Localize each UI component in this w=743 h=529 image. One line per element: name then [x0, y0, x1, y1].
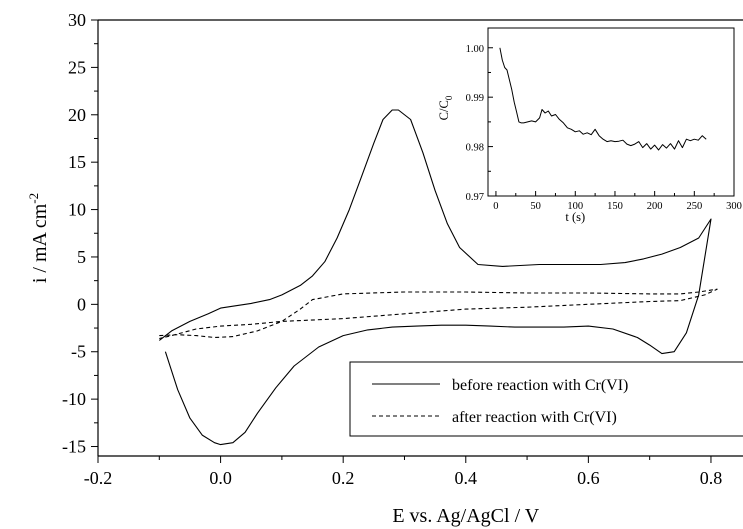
y-tick-label: 0 — [77, 294, 86, 314]
inset-x-tick-label: 50 — [530, 201, 541, 212]
y-tick-label: 5 — [77, 247, 86, 267]
x-tick-label: 0.2 — [332, 468, 355, 488]
y-tick-label: 30 — [68, 10, 86, 30]
legend-box — [349, 361, 743, 437]
inset-series-line — [499, 47, 707, 151]
x-tick-label: -0.2 — [84, 468, 113, 488]
inset-x-tick-label: 250 — [686, 201, 702, 212]
inset-frame — [487, 27, 735, 197]
y-tick-label: 20 — [68, 105, 86, 125]
x-axis-title: E vs. Ag/AgCl / V — [392, 505, 539, 527]
inset-x-tick-label: 0 — [493, 201, 498, 212]
inset-y-tick-label: 1.00 — [466, 44, 484, 55]
main-plot: -15 -10 -5 0 5 10 15 20 25 30 -0.2 0.0 0.2 0.4 0.6 0.8 E… — [26, 10, 743, 527]
inset-x-tick-label: 100 — [567, 201, 583, 212]
inset-y-tick-label: 0.99 — [466, 93, 484, 104]
y-tick-label: 15 — [68, 152, 86, 172]
series-line-before — [158, 109, 712, 446]
x-tick-label: 0.4 — [455, 468, 478, 488]
inset-plot: 0.97 0.98 0.99 1.00 0 50 100 150 200 250 300 t (s) C… — [437, 27, 742, 224]
y-tick-label: 10 — [68, 200, 86, 220]
y-tick-label: -15 — [62, 437, 86, 457]
inset-x-axis-title: t (s) — [565, 210, 585, 224]
inset-y-tick-label: 0.98 — [466, 143, 484, 154]
x-tick-label: 0.0 — [209, 468, 232, 488]
inset-x-tick-label: 150 — [607, 201, 623, 212]
inset-y-axis-title: C/C0 — [437, 95, 454, 120]
y-tick-label: 25 — [68, 57, 86, 77]
y-tick-label: -10 — [62, 389, 86, 409]
legend-label-before: before reaction with Cr(VI) — [452, 377, 628, 394]
y-tick-label: -5 — [71, 342, 86, 362]
inset-x-tick-label: 200 — [647, 201, 663, 212]
inset-x-tick-label: 300 — [726, 201, 742, 212]
x-tick-label: 0.8 — [700, 468, 723, 488]
inset-y-tick-label: 0.97 — [466, 192, 484, 203]
series-line-after — [159, 288, 718, 340]
legend-label-after: after reaction with Cr(VI) — [452, 409, 617, 426]
legend: before reaction with Cr(VI) after reacti… — [349, 361, 743, 437]
y-axis-title: i / mA cm-2 — [26, 193, 51, 283]
x-tick-label: 0.6 — [577, 468, 600, 488]
